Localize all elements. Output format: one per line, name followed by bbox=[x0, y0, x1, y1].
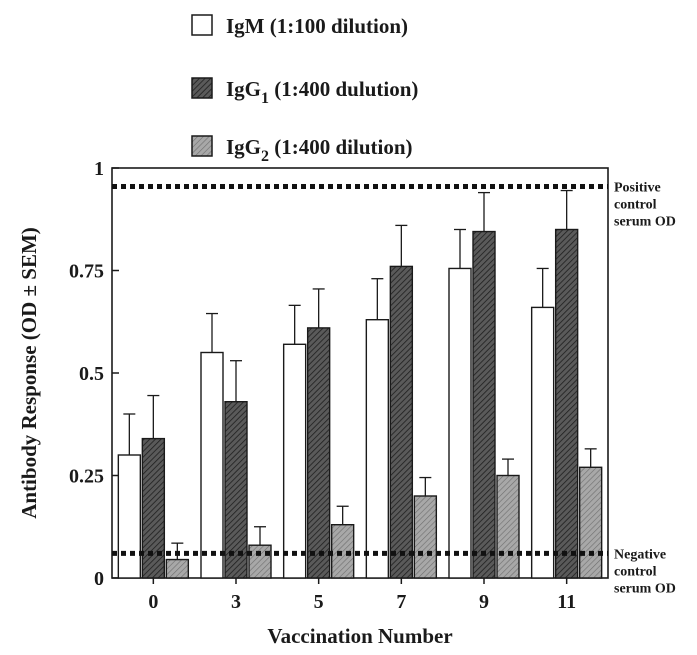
bar bbox=[496, 474, 520, 579]
reference-lines: Positive control serum OD Negative control se… bbox=[112, 180, 676, 596]
bar bbox=[413, 495, 438, 579]
x-axis: 0 3 5 7 9 11 bbox=[148, 578, 576, 613]
legend-label-subscript: 2 bbox=[261, 148, 269, 165]
bar bbox=[554, 228, 579, 579]
bar bbox=[389, 265, 414, 579]
legend-swatch bbox=[191, 135, 213, 157]
x-axis-label: Vaccination Number bbox=[267, 624, 452, 648]
legend-swatch bbox=[191, 14, 213, 36]
bar bbox=[365, 319, 390, 579]
x-tick-label: 3 bbox=[231, 591, 241, 613]
legend: IgM (1:100 dilution)IgG1 (1:400 dulution… bbox=[191, 14, 418, 165]
y-tick-label: 0 bbox=[94, 568, 104, 590]
legend-label-subscript: 1 bbox=[261, 90, 269, 107]
legend-label-name: IgG bbox=[226, 135, 261, 159]
x-tick-label: 11 bbox=[557, 591, 576, 613]
bar bbox=[224, 401, 248, 579]
bar bbox=[141, 437, 166, 579]
bar bbox=[472, 230, 496, 579]
reference-line-label-line: serum OD bbox=[614, 214, 676, 229]
reference-line-label: Positive control serum OD bbox=[614, 180, 676, 229]
plot-area: Positive control serum OD Negative control se… bbox=[69, 158, 676, 613]
reference-line-label-line: control bbox=[614, 197, 657, 212]
legend-label: IgG2 (1:400 dilution) bbox=[226, 135, 413, 165]
y-axis-label: Antibody Response (OD ± SEM) bbox=[17, 227, 41, 519]
bar bbox=[200, 351, 224, 579]
bar bbox=[248, 544, 272, 579]
y-tick-label: 0.5 bbox=[79, 363, 104, 385]
y-axis: 0 0.25 0.5 0.75 1 bbox=[69, 158, 119, 590]
legend-label-note: (1:100 dilution) bbox=[265, 14, 409, 38]
legend-label-note: (1:400 dulution) bbox=[269, 77, 418, 101]
bar bbox=[306, 327, 331, 579]
bar bbox=[578, 466, 603, 579]
legend-swatch bbox=[191, 77, 213, 99]
y-tick-label: 1 bbox=[94, 158, 104, 180]
bar bbox=[117, 454, 142, 579]
legend-label: IgM (1:100 dilution) bbox=[226, 14, 408, 38]
legend-label: IgG1 (1:400 dulution) bbox=[226, 77, 418, 107]
reference-line-label-line: Negative bbox=[614, 547, 666, 562]
y-tick-label: 0.75 bbox=[69, 261, 104, 283]
x-tick-label: 5 bbox=[314, 591, 324, 613]
bar bbox=[165, 558, 190, 579]
reference-line-label: Negative control serum OD bbox=[614, 547, 676, 596]
reference-line-label-line: serum OD bbox=[614, 581, 676, 596]
legend-label-name: IgG bbox=[226, 77, 261, 101]
bar bbox=[530, 306, 555, 579]
bar bbox=[282, 343, 307, 579]
legend-label-name: IgM bbox=[226, 14, 265, 38]
bar bbox=[448, 267, 472, 579]
x-tick-label: 7 bbox=[396, 591, 406, 613]
x-tick-label: 9 bbox=[479, 591, 489, 613]
reference-line-label-line: Positive bbox=[614, 180, 661, 195]
legend-label-note: (1:400 dilution) bbox=[269, 135, 413, 159]
x-tick-label: 0 bbox=[148, 591, 158, 613]
y-tick-label: 0.25 bbox=[69, 466, 104, 488]
reference-line-label-line: control bbox=[614, 564, 657, 579]
bars bbox=[117, 189, 603, 579]
